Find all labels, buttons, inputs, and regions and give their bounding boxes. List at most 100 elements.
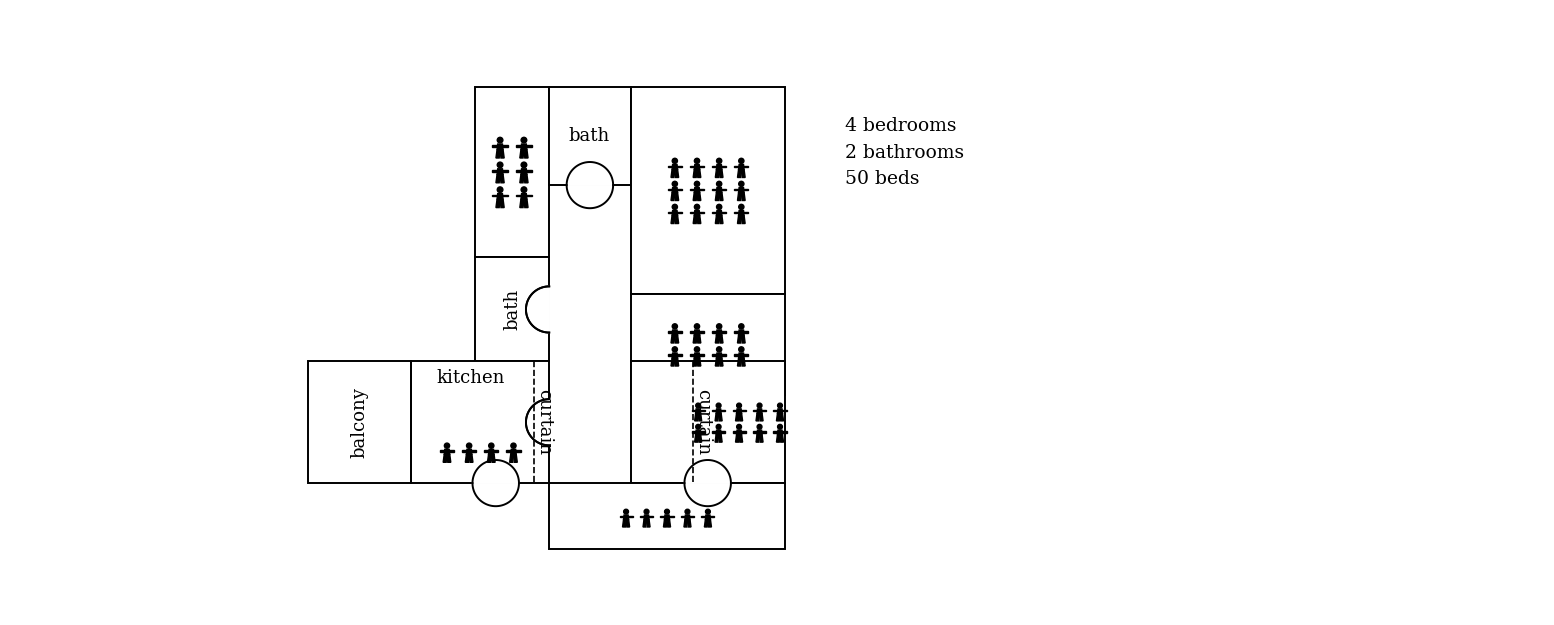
Polygon shape xyxy=(715,335,720,343)
Circle shape xyxy=(757,424,761,429)
Polygon shape xyxy=(738,192,741,201)
Circle shape xyxy=(673,158,678,164)
Polygon shape xyxy=(493,170,508,172)
Polygon shape xyxy=(668,354,682,356)
Circle shape xyxy=(738,347,744,352)
Polygon shape xyxy=(671,169,674,177)
Polygon shape xyxy=(735,166,749,167)
Polygon shape xyxy=(690,331,704,332)
Polygon shape xyxy=(774,410,786,411)
Polygon shape xyxy=(738,353,744,358)
Polygon shape xyxy=(716,330,723,336)
Polygon shape xyxy=(516,145,531,147)
Polygon shape xyxy=(695,211,699,216)
Polygon shape xyxy=(716,164,723,170)
Polygon shape xyxy=(735,212,749,213)
Polygon shape xyxy=(521,194,527,199)
Text: kitchen: kitchen xyxy=(437,369,505,387)
Polygon shape xyxy=(521,169,527,174)
Polygon shape xyxy=(507,451,521,452)
Polygon shape xyxy=(698,414,702,421)
Polygon shape xyxy=(701,516,715,518)
Circle shape xyxy=(716,158,721,164)
Polygon shape xyxy=(525,399,549,446)
Polygon shape xyxy=(695,330,699,336)
Text: 4 bedrooms
2 bathrooms
50 beds: 4 bedrooms 2 bathrooms 50 beds xyxy=(845,118,965,188)
Polygon shape xyxy=(715,358,720,366)
Circle shape xyxy=(737,424,741,429)
Polygon shape xyxy=(674,335,679,343)
Polygon shape xyxy=(718,414,723,421)
Polygon shape xyxy=(440,451,454,452)
Polygon shape xyxy=(715,414,718,421)
Polygon shape xyxy=(620,516,632,518)
Circle shape xyxy=(716,403,721,408)
Circle shape xyxy=(695,324,699,329)
Circle shape xyxy=(738,204,744,209)
Polygon shape xyxy=(671,330,678,336)
Polygon shape xyxy=(462,451,476,452)
Circle shape xyxy=(665,509,670,514)
Polygon shape xyxy=(500,174,503,182)
Polygon shape xyxy=(720,335,723,343)
Polygon shape xyxy=(519,174,524,182)
Polygon shape xyxy=(681,516,695,518)
Polygon shape xyxy=(472,483,519,506)
Circle shape xyxy=(696,403,701,408)
Polygon shape xyxy=(757,430,761,435)
Polygon shape xyxy=(698,358,701,366)
Circle shape xyxy=(695,158,699,164)
Circle shape xyxy=(738,158,744,164)
Polygon shape xyxy=(567,185,614,208)
Polygon shape xyxy=(712,331,726,332)
Polygon shape xyxy=(716,353,723,358)
Circle shape xyxy=(738,324,744,329)
Polygon shape xyxy=(496,199,500,208)
Polygon shape xyxy=(712,166,726,167)
Circle shape xyxy=(673,204,678,209)
Polygon shape xyxy=(690,189,704,190)
Circle shape xyxy=(497,138,503,143)
Polygon shape xyxy=(780,414,783,421)
Circle shape xyxy=(466,443,472,448)
Polygon shape xyxy=(696,409,701,414)
Polygon shape xyxy=(738,211,744,216)
Polygon shape xyxy=(777,409,783,414)
Polygon shape xyxy=(646,519,650,527)
Polygon shape xyxy=(755,435,760,442)
Polygon shape xyxy=(443,454,448,462)
Polygon shape xyxy=(521,144,527,150)
Polygon shape xyxy=(525,399,549,446)
Polygon shape xyxy=(671,216,674,224)
Circle shape xyxy=(497,187,503,192)
Text: bath: bath xyxy=(503,289,521,331)
Polygon shape xyxy=(760,435,763,442)
Circle shape xyxy=(488,443,494,448)
Polygon shape xyxy=(693,169,698,177)
Polygon shape xyxy=(668,189,682,190)
Circle shape xyxy=(695,181,699,186)
Polygon shape xyxy=(777,430,783,435)
Circle shape xyxy=(623,509,628,514)
Polygon shape xyxy=(488,449,494,455)
Polygon shape xyxy=(510,454,513,462)
Circle shape xyxy=(643,509,650,514)
Polygon shape xyxy=(695,414,698,421)
Polygon shape xyxy=(737,409,741,414)
Polygon shape xyxy=(497,194,503,199)
Polygon shape xyxy=(674,169,679,177)
Polygon shape xyxy=(687,519,692,527)
Polygon shape xyxy=(671,192,674,201)
Polygon shape xyxy=(500,149,503,158)
Polygon shape xyxy=(738,335,741,343)
Polygon shape xyxy=(472,460,519,483)
Polygon shape xyxy=(692,410,704,411)
Polygon shape xyxy=(720,358,723,366)
Polygon shape xyxy=(738,330,744,336)
Circle shape xyxy=(444,443,449,448)
Polygon shape xyxy=(692,431,704,432)
Polygon shape xyxy=(524,149,528,158)
Circle shape xyxy=(695,347,699,352)
Polygon shape xyxy=(738,164,744,170)
Text: balcony: balcony xyxy=(350,387,368,458)
